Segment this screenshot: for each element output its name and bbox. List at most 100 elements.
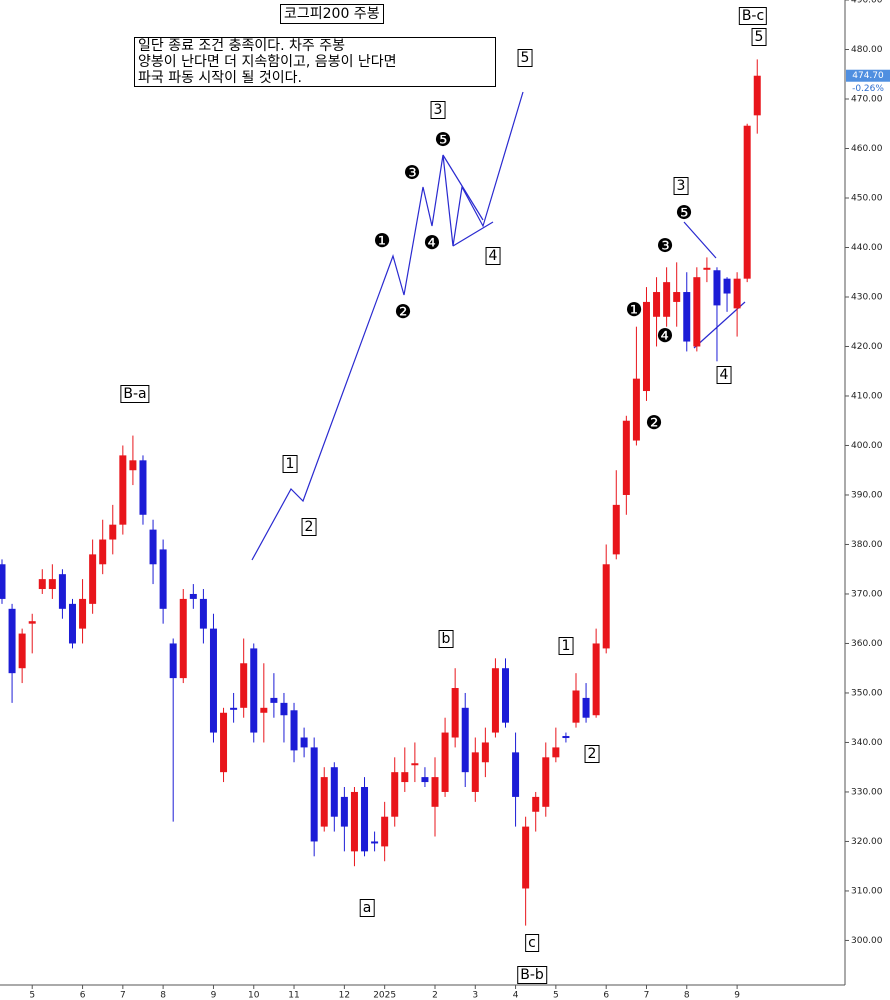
candle-body — [129, 460, 137, 471]
candle-body — [502, 668, 509, 723]
candle-body — [38, 579, 46, 590]
wave-count: ❹ — [423, 232, 441, 254]
note-line: 파국 파동 시작이 될 것이다. — [138, 70, 302, 86]
candle-body — [391, 772, 399, 817]
wave-label: c — [525, 934, 539, 952]
candle-body — [602, 564, 610, 649]
wave-count: ❶ — [625, 299, 643, 321]
candle-body — [220, 712, 228, 773]
candle-body — [250, 648, 258, 733]
wave-count: ❸ — [656, 235, 674, 257]
wave-label: 2 — [301, 518, 317, 536]
wave-label: b — [438, 630, 454, 648]
x-tick-label: 2 — [432, 991, 438, 1000]
candle-body — [723, 278, 731, 294]
candle-body — [28, 621, 36, 624]
chart-title: 코그피200 주봉 — [280, 4, 384, 24]
y-tick-label: 320.00 — [851, 837, 883, 847]
candle-body — [0, 564, 6, 599]
note-box: 일단 종료 조건 충족이다. 차주 주봉 양봉이 난다면 더 지속함이고, 음봉… — [134, 37, 496, 87]
candle-body — [673, 292, 681, 302]
candle-body — [189, 593, 197, 599]
x-tick-label: 11 — [288, 991, 299, 1000]
candle-body — [330, 767, 338, 817]
candle-body — [612, 504, 620, 555]
y-tick-label: 340.00 — [851, 738, 883, 748]
candle-body — [592, 643, 600, 716]
candle-body — [703, 267, 711, 270]
candle-body — [371, 841, 379, 844]
x-tick-label: 6 — [603, 991, 609, 1000]
y-tick-label: 420.00 — [851, 342, 883, 352]
candle-body — [280, 702, 288, 716]
candle-body — [642, 301, 650, 392]
candle-body — [401, 772, 409, 783]
price-tag-label: 474.70 — [852, 71, 884, 81]
y-tick-label: 370.00 — [851, 589, 883, 599]
candle-body — [381, 816, 389, 847]
x-tick-label: 4 — [513, 991, 519, 1000]
y-tick-label: 390.00 — [851, 490, 883, 500]
candle-body — [58, 574, 66, 609]
x-tick-label: 3 — [472, 991, 478, 1000]
candle-body — [572, 690, 580, 723]
candle-body — [149, 529, 157, 565]
candle-body — [753, 75, 761, 116]
wave-label: 5 — [517, 49, 533, 67]
candle-body — [653, 292, 661, 317]
x-tick-label: 8 — [160, 991, 166, 1000]
candle-body — [159, 549, 167, 609]
candle-body — [79, 598, 87, 629]
wave-count: ❶ — [373, 230, 391, 252]
y-tick-label: 480.00 — [851, 45, 883, 55]
wave-label: 5 — [751, 28, 767, 46]
candle-body — [441, 732, 449, 792]
candle-body — [713, 270, 721, 306]
candle-body — [260, 707, 268, 713]
candle-body — [240, 663, 248, 708]
candle-body — [532, 796, 540, 812]
candle-body — [119, 455, 127, 525]
candle-body — [340, 796, 348, 827]
wave-label: a — [359, 899, 375, 917]
wave-count: ❷ — [394, 301, 412, 323]
wave-label: 1 — [558, 637, 574, 655]
candle-body — [411, 763, 419, 766]
candle-body — [632, 378, 640, 441]
candle-body — [310, 747, 318, 842]
x-tick-label: 7 — [644, 991, 650, 1000]
y-tick-label: 380.00 — [851, 540, 883, 550]
y-tick-label: 450.00 — [851, 193, 883, 203]
note-line: 일단 종료 조건 충족이다. 차주 주봉 — [138, 38, 346, 54]
note-line: 양봉이 난다면 더 지속함이고, 음봉이 난다면 — [138, 54, 397, 70]
wave-label: 2 — [584, 745, 600, 763]
candle-body — [542, 757, 550, 807]
x-tick-label: 7 — [120, 991, 126, 1000]
wave-label: 3 — [673, 177, 689, 195]
candle-body — [18, 633, 26, 669]
candle-body — [169, 643, 177, 679]
candle-body — [471, 752, 479, 792]
price-tag — [846, 69, 890, 82]
candle-body — [139, 460, 147, 515]
candle-body — [683, 292, 691, 342]
y-tick-label: 350.00 — [851, 688, 883, 698]
x-tick-label: 10 — [248, 991, 260, 1000]
triangle-line — [683, 221, 717, 259]
candle-body — [491, 668, 499, 733]
wave-label: B-b — [517, 966, 547, 984]
candle-body — [743, 125, 751, 279]
wave-count: ❷ — [645, 412, 663, 434]
candle-body — [99, 539, 107, 565]
candle-body — [320, 777, 328, 827]
wave-label: B-a — [120, 385, 150, 403]
candle-body — [552, 747, 560, 758]
wave-scenario — [251, 91, 746, 561]
wave-count: ❹ — [656, 325, 674, 347]
y-tick-label: 360.00 — [851, 639, 883, 649]
candle-body — [451, 688, 459, 738]
scenario-path — [251, 91, 524, 561]
candle-body — [68, 603, 76, 644]
